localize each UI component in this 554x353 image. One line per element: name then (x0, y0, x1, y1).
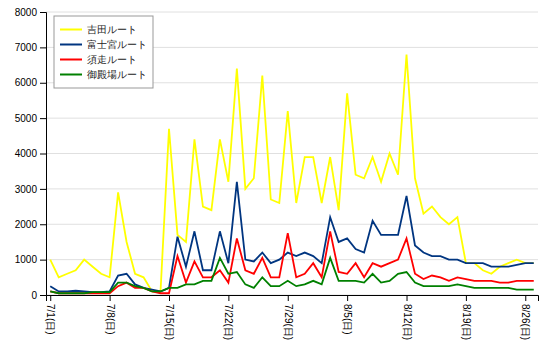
grid-line (46, 118, 538, 119)
series-line (50, 258, 534, 293)
legend-item: 須走ルート (60, 54, 137, 65)
x-tick: 7/15(日) (164, 295, 175, 340)
chart: 7/1(日) 7/8(日) 7/15(日) 7/22(日) 7/29(日) 8/5(日) 8… (0, 0, 554, 353)
x-tick: 8/26(日) (520, 295, 531, 340)
x-tick-label: 7/1(日) (45, 304, 56, 335)
x-tick-label: 8/5(日) (342, 304, 353, 335)
y-tick-mark (40, 118, 46, 119)
grid-line (46, 12, 538, 13)
y-tick-mark (40, 295, 46, 296)
legend-box (54, 16, 153, 88)
y-tick-label: 6000 (15, 77, 38, 88)
y-axis-line (40, 13, 47, 296)
legend-item: 御殿場ルート (60, 69, 147, 80)
x-axis: 7/1(日) 7/8(日) 7/15(日) 7/22(日) 7/29(日) 8/5(日) 8… (45, 295, 538, 340)
y-tick: 5000 (15, 113, 46, 124)
x-tick-label: 7/29(日) (283, 304, 294, 340)
grid-line (46, 224, 538, 225)
legend-swatch (60, 44, 82, 46)
y-tick-label: 7000 (15, 42, 38, 53)
y-tick-mark (40, 47, 46, 48)
x-tick-mark (347, 295, 348, 301)
x-tick: 8/19(日) (461, 295, 472, 340)
plot: 7/1(日) 7/8(日) 7/15(日) 7/22(日) 7/29(日) 8/5(日) 8… (15, 7, 539, 340)
y-tick-label: 1000 (15, 254, 38, 265)
y-tick: 8000 (15, 7, 46, 18)
x-tick: 8/5(日) (342, 295, 353, 335)
x-tick-mark (466, 295, 467, 301)
y-tick-mark (40, 260, 46, 261)
legend-swatch (60, 29, 82, 31)
y-tick-label: 5000 (15, 113, 38, 124)
y-tick: 1000 (15, 254, 46, 265)
y-tick-label: 2000 (15, 219, 38, 230)
x-tick-mark (50, 295, 51, 301)
grid-line (46, 188, 538, 189)
x-tick: 7/1(日) (45, 295, 56, 335)
x-tick-mark (169, 295, 170, 301)
x-tick: 7/22(日) (223, 295, 234, 340)
legend-label: 吉田ルート (87, 24, 137, 35)
x-tick: 8/12(日) (402, 295, 413, 340)
y-tick: 7000 (15, 42, 46, 53)
x-tick-mark (525, 295, 526, 301)
x-tick-label: 7/8(日) (105, 304, 116, 335)
x-tick-mark (288, 295, 289, 301)
x-tick-label: 7/22(日) (223, 304, 234, 340)
y-tick: 0 (31, 290, 46, 301)
y-tick-mark (40, 83, 46, 84)
series-line (50, 231, 534, 293)
y-axis: 0 1000 2000 3000 4000 5000 6000 7000 8000 (15, 7, 47, 301)
x-tick-mark (110, 295, 111, 301)
legend-item: 吉田ルート (60, 24, 137, 35)
x-tick: 7/29(日) (283, 295, 294, 340)
y-tick-mark (40, 224, 46, 225)
y-tick: 3000 (15, 184, 46, 195)
y-tick: 6000 (15, 77, 46, 88)
y-tick-label: 3000 (15, 184, 38, 195)
x-tick-label: 7/15(日) (164, 304, 175, 340)
legend: 吉田ルート富士宮ルート須走ルート御殿場ルート (54, 16, 153, 88)
y-tick-label: 0 (31, 290, 37, 301)
legend-item: 富士宮ルート (60, 39, 147, 50)
legend-label: 須走ルート (87, 54, 137, 65)
x-axis-line (47, 296, 539, 302)
legend-swatch (60, 74, 82, 76)
x-tick-mark (407, 295, 408, 301)
y-tick: 4000 (15, 148, 46, 159)
grid (46, 12, 538, 295)
x-tick-label: 8/12(日) (402, 304, 413, 340)
y-tick-label: 4000 (15, 148, 38, 159)
x-tick-mark (228, 295, 229, 301)
y-tick-mark (40, 12, 46, 13)
y-tick-mark (40, 154, 46, 155)
x-tick-label: 8/26(日) (520, 304, 531, 340)
y-tick-mark (40, 189, 46, 190)
y-tick: 2000 (15, 219, 46, 230)
legend-label: 富士宮ルート (87, 39, 147, 50)
legend-label: 御殿場ルート (87, 69, 147, 80)
lines (50, 54, 534, 293)
legend-swatch (60, 59, 82, 61)
x-tick-label: 8/19(日) (461, 304, 472, 340)
x-tick: 7/8(日) (105, 295, 116, 335)
y-tick-label: 8000 (15, 7, 38, 18)
series-line (50, 182, 534, 292)
